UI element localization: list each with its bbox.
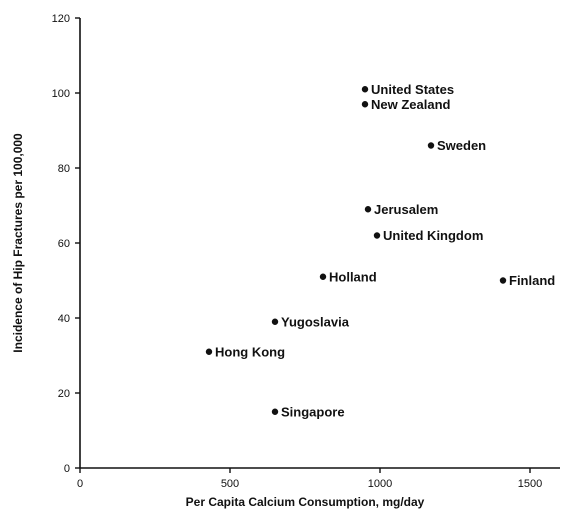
data-point-label: Jerusalem: [374, 202, 438, 217]
x-axis-title: Per Capita Calcium Consumption, mg/day: [186, 495, 425, 509]
data-point-label: Holland: [329, 269, 377, 284]
data-point-label: New Zealand: [371, 97, 451, 112]
data-point: [364, 206, 372, 213]
x-tick-label: 0: [77, 478, 83, 490]
y-ticks: 0 20 40 60 80 100 120: [52, 13, 80, 475]
data-point: [271, 408, 279, 415]
x-ticks: 0 500 1000 1500: [77, 468, 542, 490]
data-point: [361, 101, 369, 108]
data-point: [373, 232, 381, 239]
data-point-label: Yugoslavia: [281, 314, 350, 329]
data-point: [205, 348, 213, 355]
y-tick-label: 60: [58, 238, 70, 250]
x-tick-label: 500: [221, 478, 239, 490]
y-tick-label: 80: [58, 163, 70, 175]
data-point: [319, 273, 327, 280]
data-point-label: Hong Kong: [215, 344, 285, 359]
data-point-label: United Kingdom: [383, 228, 483, 243]
x-tick-label: 1500: [518, 478, 542, 490]
data-point-label: Singapore: [281, 404, 345, 419]
y-tick-label: 20: [58, 388, 70, 400]
data-point: [361, 86, 369, 93]
data-point: [271, 318, 279, 325]
data-point-label: Sweden: [437, 138, 486, 153]
y-tick-label: 40: [58, 313, 70, 325]
data-point-label: United States: [371, 82, 454, 97]
data-point: [427, 142, 435, 149]
y-tick-label: 0: [64, 463, 70, 475]
y-tick-label: 120: [52, 13, 70, 25]
y-axis-title: Incidence of Hip Fractures per 100,000: [11, 133, 25, 353]
x-tick-label: 1000: [368, 478, 392, 490]
y-tick-label: 100: [52, 88, 70, 100]
data-point: [499, 277, 507, 284]
axes: [79, 18, 560, 469]
data-point-label: Finland: [509, 273, 555, 288]
